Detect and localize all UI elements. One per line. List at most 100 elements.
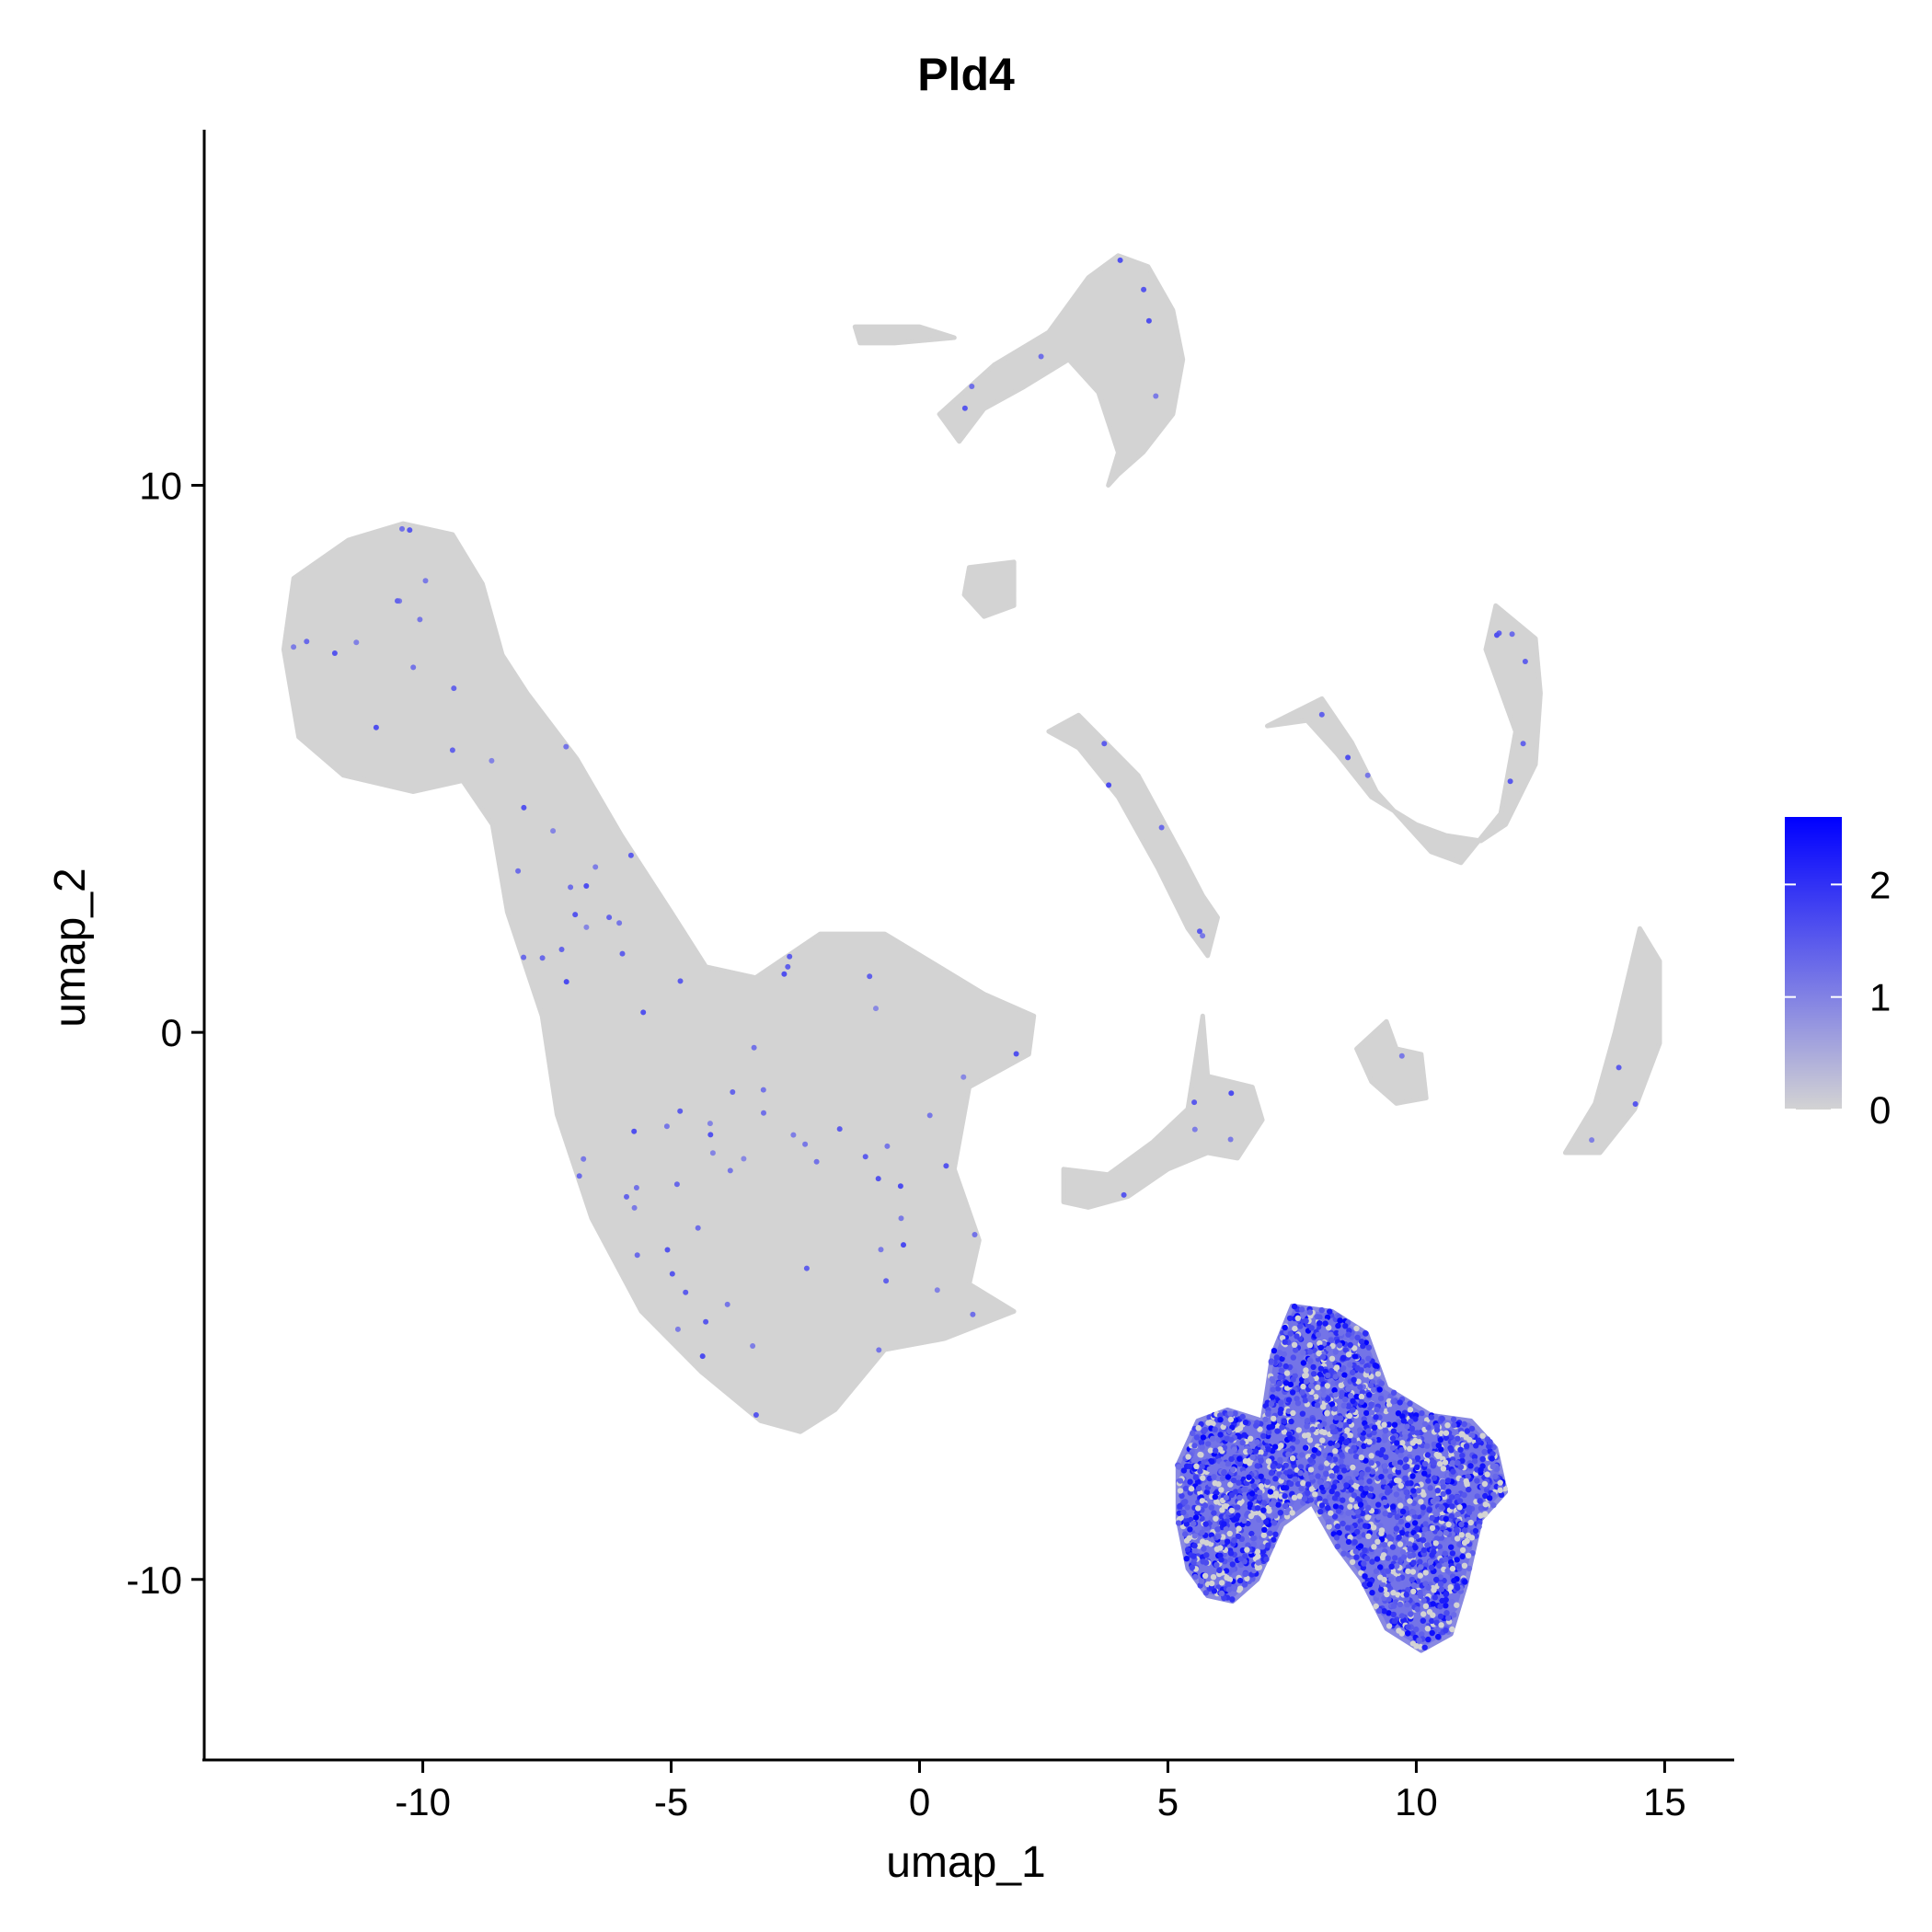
cell-point — [1219, 1507, 1225, 1513]
cell-point — [1297, 1323, 1304, 1329]
cell-point — [1203, 1539, 1210, 1547]
cell-point — [631, 1204, 638, 1211]
cell-point — [1449, 1626, 1455, 1633]
cell-point — [1260, 1532, 1268, 1538]
cell-point — [1268, 1400, 1275, 1408]
cell-point — [1376, 1386, 1383, 1393]
cell-point — [1381, 1542, 1388, 1548]
cell-point — [677, 978, 684, 984]
cell-point — [1481, 1448, 1488, 1455]
cell-point — [1235, 1504, 1241, 1511]
cell-point — [1421, 1461, 1429, 1467]
cell-point — [539, 955, 546, 961]
cell-point — [1195, 1485, 1202, 1492]
cell-point — [1377, 1395, 1385, 1402]
cell-point — [1332, 1349, 1340, 1355]
cell-point — [1443, 1591, 1449, 1598]
cell-point — [1282, 1339, 1288, 1345]
cell-point — [1189, 1564, 1196, 1571]
cell-point — [969, 384, 975, 389]
cell-point — [1213, 1499, 1220, 1505]
cell-point — [1454, 1602, 1460, 1608]
cell-point — [1282, 1324, 1288, 1331]
cell-point — [1398, 1518, 1405, 1525]
cell-point — [1371, 1386, 1377, 1394]
cell-point — [1427, 1485, 1433, 1491]
cell-point — [1236, 1577, 1244, 1584]
cell-point — [1402, 1464, 1409, 1471]
cell-point — [1397, 1459, 1404, 1466]
cell-point — [1487, 1495, 1493, 1501]
cell-point — [1386, 1534, 1393, 1540]
cell-point — [1265, 1446, 1271, 1453]
cell-point — [1346, 1412, 1353, 1420]
cell-point — [1377, 1451, 1385, 1458]
cell-point — [1390, 1590, 1397, 1596]
cell-point — [1298, 1306, 1305, 1313]
cell-point — [1420, 1491, 1427, 1498]
cell-point — [1313, 1483, 1319, 1489]
cell-point — [489, 757, 495, 764]
cell-point — [1317, 1478, 1324, 1486]
cell-point — [1433, 1576, 1440, 1583]
cell-point — [291, 644, 297, 650]
cell-point — [1440, 1525, 1446, 1532]
cell-point — [1158, 824, 1165, 831]
cell-point — [1201, 1546, 1207, 1552]
cell-point — [1472, 1527, 1479, 1535]
cell-point — [1450, 1416, 1457, 1423]
cell-point — [1420, 1617, 1427, 1624]
cell-point — [640, 1009, 647, 1016]
cell-point — [1394, 1440, 1400, 1446]
cell-point — [1265, 1542, 1271, 1548]
cell-point — [1386, 1512, 1393, 1519]
cell-point — [1319, 1353, 1327, 1361]
x-tick-label: -5 — [654, 1780, 688, 1823]
cell-point — [1192, 1514, 1200, 1521]
cell-point — [1145, 317, 1152, 324]
cell-point — [1285, 1451, 1292, 1458]
cell-point — [1141, 286, 1147, 293]
cell-point — [1363, 1330, 1369, 1337]
cell-point — [1227, 1481, 1234, 1488]
cell-point — [1375, 1513, 1382, 1521]
cell-point — [1358, 1485, 1364, 1492]
cell-point — [1589, 1137, 1595, 1144]
cell-point — [1348, 1487, 1355, 1493]
cell-point — [1374, 1556, 1381, 1562]
cell-point — [1458, 1532, 1465, 1538]
cell-point — [1414, 1606, 1420, 1613]
cell-point — [1183, 1556, 1190, 1562]
cell-point — [1424, 1443, 1431, 1449]
cell-point — [1326, 1524, 1332, 1530]
cell-point — [1253, 1422, 1259, 1429]
cell-point — [1265, 1429, 1272, 1436]
cell-point — [1231, 1537, 1237, 1544]
cell-point — [1417, 1558, 1423, 1565]
cell-point — [1227, 1557, 1234, 1563]
cell-point — [803, 1265, 810, 1271]
cluster-top-small — [852, 324, 957, 346]
cell-point — [1422, 1570, 1429, 1576]
cell-point — [1413, 1626, 1420, 1633]
cell-point — [1260, 1500, 1268, 1506]
cell-point — [1242, 1553, 1248, 1559]
cell-point — [1187, 1463, 1193, 1470]
cell-point — [1443, 1596, 1449, 1604]
cell-point — [1291, 1494, 1298, 1501]
cell-point — [1308, 1474, 1315, 1480]
cell-point — [1442, 1550, 1448, 1557]
cell-point — [1378, 1586, 1385, 1593]
cell-point — [970, 1311, 976, 1317]
cell-point — [1191, 1542, 1198, 1549]
cell-point — [1337, 1474, 1343, 1480]
cell-point — [1256, 1516, 1262, 1524]
cell-point — [1471, 1458, 1478, 1465]
cell-point — [1250, 1535, 1257, 1542]
cell-point — [1258, 1483, 1265, 1489]
cell-point — [576, 1173, 582, 1179]
cell-point — [1463, 1478, 1469, 1485]
cell-point — [1467, 1463, 1474, 1469]
cell-point — [1404, 1423, 1410, 1430]
